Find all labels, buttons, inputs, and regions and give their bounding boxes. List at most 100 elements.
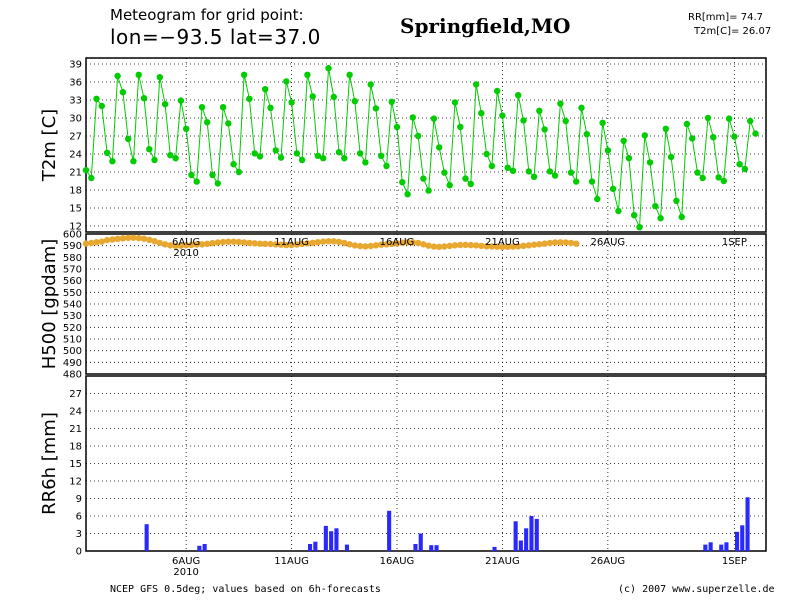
h500-data-point xyxy=(161,241,169,248)
t2m-y-tick-label: 21 xyxy=(69,168,82,179)
rr6h-bar xyxy=(329,531,334,551)
h500-data-point xyxy=(193,241,200,248)
h500-data-point xyxy=(451,242,459,249)
rr6h-bar xyxy=(534,518,539,551)
t2m-data-point xyxy=(388,98,395,106)
h500-data-point xyxy=(304,240,311,247)
t2m-data-point xyxy=(604,147,612,154)
h500-data-point xyxy=(388,240,395,248)
h500-data-point xyxy=(293,241,301,248)
x-tick-label: 1SEP xyxy=(722,237,747,248)
t2m-data-point xyxy=(747,117,754,125)
t2m-data-point xyxy=(283,78,290,85)
h500-data-point xyxy=(467,241,474,249)
h500-data-point xyxy=(93,239,100,246)
h500-data-point xyxy=(288,241,295,249)
rr6h-bar xyxy=(524,528,529,552)
h500-data-point xyxy=(483,243,490,250)
t2m-data-point xyxy=(198,104,206,111)
t2m-data-point xyxy=(710,134,717,141)
t2m-data-point xyxy=(383,162,390,170)
h500-data-point xyxy=(573,240,580,247)
t2m-data-point xyxy=(483,150,490,158)
t2m-frame xyxy=(85,57,767,233)
t2m-data-point xyxy=(562,117,569,125)
t2m-data-point xyxy=(240,71,248,79)
t2m-data-point xyxy=(230,161,237,168)
t2m-data-point xyxy=(436,144,443,151)
t2m-y-tick-label: 33 xyxy=(69,96,82,107)
t2m-data-point xyxy=(557,100,564,107)
h500-y-tick-label: 480 xyxy=(63,370,82,381)
rr6h-bar xyxy=(735,531,740,552)
t2m-data-point xyxy=(578,104,585,112)
t2m-data-point xyxy=(335,149,343,156)
t2m-data-point xyxy=(125,135,132,143)
h500-y-tick-label: 520 xyxy=(63,323,82,334)
h500-data-point xyxy=(209,239,216,247)
h500-data-point xyxy=(98,238,106,245)
t2m-data-point xyxy=(119,89,127,96)
h500-data-point xyxy=(404,239,411,246)
rr6h-y-tick-label: 21 xyxy=(69,424,82,435)
t2m-data-point xyxy=(140,95,148,102)
rr6h-bar xyxy=(334,528,339,552)
x-tick-label: 16AUG xyxy=(380,237,415,248)
rr6h-y-tick-label: 6 xyxy=(76,512,82,523)
rr6h-bar xyxy=(518,540,523,551)
h500-data-point xyxy=(314,239,322,246)
h500-data-point xyxy=(146,236,153,243)
rr6h-bar xyxy=(323,525,328,551)
rr6h-bar xyxy=(529,516,534,551)
t2m-data-point xyxy=(488,162,496,170)
t2m-data-point xyxy=(457,123,464,131)
t2m-data-point xyxy=(504,164,511,171)
h500-data-point xyxy=(235,238,243,246)
t2m-data-point xyxy=(267,104,274,112)
t2m-series-line xyxy=(85,68,756,228)
rr6h-bar xyxy=(740,525,745,551)
h500-data-point xyxy=(119,235,127,242)
t2m-data-point xyxy=(720,177,727,185)
x-tick-label: 11AUG xyxy=(274,237,309,248)
h500-data-point xyxy=(478,242,485,250)
h500-data-point xyxy=(272,241,279,248)
t2m-data-point xyxy=(188,171,195,179)
t2m-data-point xyxy=(689,135,696,142)
t2m-data-point xyxy=(725,115,733,122)
t2m-data-point xyxy=(583,131,590,138)
t2m-data-point xyxy=(88,174,95,182)
t2m-data-point xyxy=(704,114,712,122)
t2m-data-point xyxy=(678,213,685,221)
t2m-data-point xyxy=(441,169,448,176)
h500-data-point xyxy=(414,239,422,247)
meteogram-title: Meteogram for grid point: xyxy=(110,6,304,24)
t2m-data-point xyxy=(314,152,322,159)
t2m-data-point xyxy=(214,180,221,187)
total-precipitation-summary: RR[mm]= 74.7 xyxy=(688,12,764,23)
h500-data-point xyxy=(515,243,522,250)
t2m-data-point xyxy=(262,86,269,93)
t2m-data-point xyxy=(177,97,185,104)
t2m-data-point xyxy=(288,99,295,106)
t2m-data-point xyxy=(172,155,179,162)
t2m-data-point xyxy=(351,98,358,105)
h500-data-point xyxy=(214,239,221,246)
h500-data-point xyxy=(298,240,306,248)
h500-data-point xyxy=(219,238,227,246)
h500-data-point xyxy=(551,239,559,246)
h500-data-point xyxy=(372,242,380,249)
t2m-data-point xyxy=(304,71,311,79)
h500-data-point xyxy=(256,240,264,247)
h500-data-point xyxy=(541,240,548,247)
h500-data-point xyxy=(446,242,453,250)
x-tick-year-label: 2010 xyxy=(173,567,198,578)
h500-data-point xyxy=(536,241,543,248)
rr6h-y-tick-label: 0 xyxy=(76,547,82,558)
t2m-data-point xyxy=(451,99,459,106)
rr6h-bar xyxy=(745,497,750,551)
t2m-data-point xyxy=(573,178,580,185)
t2m-data-point xyxy=(551,172,559,179)
h500-data-point xyxy=(335,238,343,246)
